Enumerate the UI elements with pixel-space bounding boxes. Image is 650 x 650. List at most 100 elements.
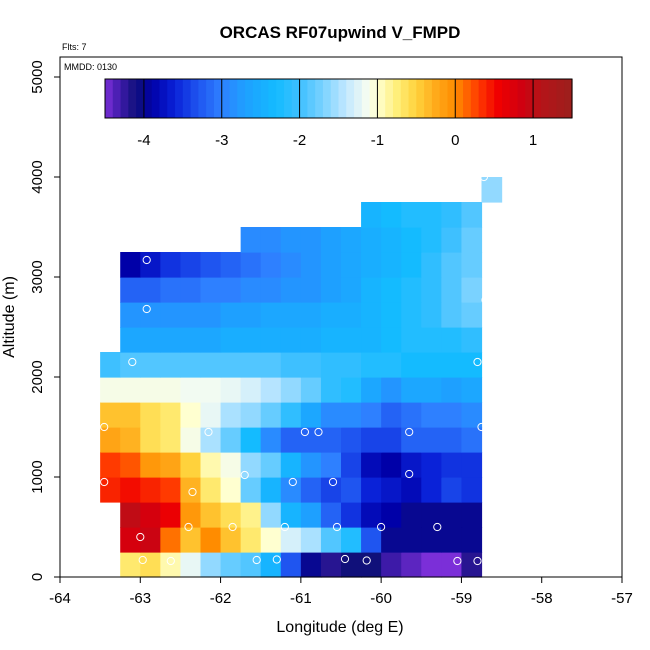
heatmap-cell [260,302,282,328]
heatmap-cell [341,327,362,353]
colorbar-swatch [346,79,355,118]
heatmap-cell [401,527,422,553]
heatmap-cell [300,402,322,428]
heatmap-cell [481,177,503,203]
heatmap-cell [140,552,161,578]
colorbar-swatch [245,79,254,118]
heatmap-cell [341,527,362,553]
colorbar-swatch [112,79,122,118]
heatmap-cell [100,477,121,503]
colorbar-swatch [190,79,199,118]
heatmap-cell [300,427,322,453]
heatmap-cell [100,427,121,453]
observation-point [240,470,249,480]
heatmap-cell [100,352,121,378]
observation-point [100,477,109,487]
heatmap-cell [320,227,342,253]
colorbar-swatch [291,79,301,118]
heatmap-cell [200,302,222,328]
y-axis-label: Altitude (m) [1,276,18,358]
heatmap-cell [160,452,182,478]
heatmap-cell [200,252,222,278]
heatmap-cell [421,327,442,353]
heatmap-cell [160,252,182,278]
chart-title: ORCAS RF07upwind V_FMPD [220,23,461,42]
colorbar-swatch [361,79,371,118]
heatmap-cell [300,452,322,478]
heatmap-cell [120,452,141,478]
heatmap-cell [320,327,342,353]
colorbar-swatch [299,79,308,118]
heatmap-cell [381,202,402,228]
heatmap-cell [240,227,262,253]
heatmap-cell [421,427,442,453]
heatmap-cell [200,502,222,528]
heatmap-cell [160,502,182,528]
heatmap-cell [381,477,402,503]
heatmap-cell [341,352,362,378]
heatmap-cell [401,227,422,253]
heatmap-cell [361,527,382,553]
colorbar-tick-label: -4 [137,132,150,149]
heatmap-cell [441,527,463,553]
heatmap-cell [401,452,422,478]
heatmap-cell [300,352,322,378]
observation-point [272,555,281,564]
colorbar-swatch [182,79,192,118]
heatmap-cell [401,477,422,503]
heatmap-cell [441,402,463,428]
heatmap-cell [260,377,282,403]
observation-point [128,357,137,367]
heatmap-cell [240,427,262,453]
observation-point [314,427,323,437]
colorbar-swatch [175,79,184,118]
heatmap-cell [381,377,402,403]
colorbar-swatch [369,79,379,118]
heatmap-cell [240,377,262,403]
heatmap-cell [160,277,182,303]
colorbar-swatch [276,79,285,118]
heatmap-cell [441,502,463,528]
heatmap-cell [341,452,362,478]
observation-points [100,172,500,566]
heatmap-cell [140,377,161,403]
heatmap-cell [361,202,382,228]
heatmap-cell [300,227,322,253]
heatmap-cell [300,277,322,303]
heatmap-cell [200,352,222,378]
colorbar: -4 -3 -2 -1 0 1 [104,78,573,149]
heatmap-cell [180,302,202,328]
heatmap-cell [260,427,282,453]
heatmap-cell [120,402,141,428]
heatmap-cell [200,452,222,478]
heatmap-cell [401,402,422,428]
heatmap-cell [100,402,121,428]
colorbar-swatch [431,79,441,118]
heatmap-cell [361,302,382,328]
observation-point [136,532,145,542]
heatmap-cell [441,252,463,278]
heatmap-cell [461,502,483,528]
heatmap-cell [361,252,382,278]
heatmap-cell [200,377,222,403]
observation-point [473,357,482,367]
heatmap-cell [320,377,342,403]
heatmap-cell [421,377,442,403]
heatmap-cell [461,327,483,353]
observation-point [405,427,414,437]
heatmap-cell [361,327,382,353]
heatmap-cell [140,327,161,353]
heatmap-cell [140,452,161,478]
plot-frame [59,56,623,578]
colorbar-swatch [151,79,161,118]
heatmap-cell [361,402,382,428]
heatmap-cell [180,327,202,353]
heatmap-cell [240,327,262,353]
colorbar-swatch [105,79,114,118]
heatmap-cell [441,452,463,478]
heatmap-cell [180,252,202,278]
heatmap-cell [320,502,342,528]
heatmap-cell [180,402,202,428]
heatmap-cell [441,552,463,578]
